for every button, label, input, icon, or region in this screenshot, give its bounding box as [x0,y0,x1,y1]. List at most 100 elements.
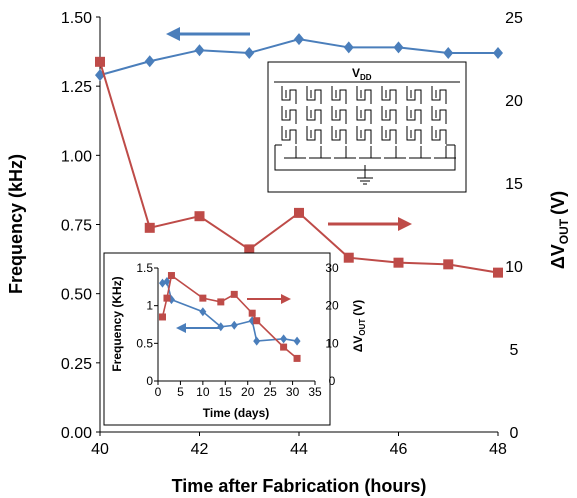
main-y-tick-label: 0.00 [61,425,92,442]
main-y2-tick-label: 10 [505,259,523,276]
inset-panel [103,252,331,426]
main-y-axis-title: Frequency (kHz) [6,154,26,294]
main-series [95,33,503,278]
main-y2-axis-title-delta: ΔV [548,244,568,269]
main-y2-tick-label: 25 [505,10,523,27]
main-y2-axis-title-sub: OUT [557,218,571,244]
main-y2-axis-title-unit: (V) [548,191,568,215]
inset-x-tick-label: 25 [263,385,277,399]
main-x-axis-title: Time after Fabrication (hours) [172,476,427,496]
transistor-symbol [281,106,297,124]
main-y2-tick-labels: 0 5 10 15 20 25 [505,10,523,442]
inset-x-tick-label: 15 [219,385,233,399]
inset-x-tick-label: 10 [196,385,210,399]
main-y-tick-label: 0.50 [61,287,92,304]
inset-y-tick-label: 0.5 [136,336,153,350]
inset-frequency-point [163,277,171,287]
main-voltage-point [194,211,205,222]
main-y2-tick-label: 15 [505,176,523,193]
inset-y2-tick-label: 30 [325,261,339,275]
transistor-symbol [281,86,297,104]
circuit-schematic: VDD [267,61,467,193]
main-y-tick-label: 1.00 [61,148,92,165]
vdd-label: VDD [352,66,372,82]
inset-frequency-point [230,320,238,330]
main-frequency-point [144,55,155,68]
main-y-tick-label: 1.50 [61,10,92,27]
inset-y2-tick-labels: 0 10 20 30 [325,261,339,388]
main-voltage-point [343,252,354,263]
main-voltage-point [95,56,105,67]
transistor-symbol [356,86,372,104]
transistor-symbol [381,86,397,104]
inset-y-axis-title: Frequency (KHz) [110,276,124,371]
transistor-symbol [331,86,347,104]
inset-voltage-arrow [247,294,291,304]
inset-x-tick-label: 0 [155,385,162,399]
main-frequency-point [443,46,454,59]
main-frequency-point [244,46,255,59]
inset-voltage-point [199,294,207,302]
main-x-tick-label: 40 [91,441,109,458]
main-y2-tick-label: 0 [510,425,519,442]
inset-x-tick-label: 5 [177,385,184,399]
main-x-tick-label: 42 [191,441,209,458]
inset-frequency-point [293,336,301,346]
inset-voltage-point [253,317,261,325]
transistor-symbol [381,126,397,144]
transistor-symbol [381,106,397,124]
inset-series [158,272,301,362]
transistor-symbol [431,86,447,104]
main-x-tick-label: 44 [290,441,308,458]
inset-x-tick-label: 30 [286,385,300,399]
main-y-tick-label: 1.25 [61,79,92,96]
transistor-symbol [431,126,447,144]
inset-frequency-arrow [176,323,222,333]
inset-frequency-point [217,322,225,332]
main-voltage-point [393,257,404,268]
main-frequency-point [393,41,404,54]
main-frequency-point [194,44,205,57]
main-frequency-point [343,41,354,54]
ground-symbol [357,165,373,185]
main-frequency-point [493,46,503,59]
transistor-symbol [281,126,297,144]
inset-x-tick-label: 20 [241,385,255,399]
inset-frequency-point [199,307,207,317]
inset-y2-tick-label: 10 [325,336,339,350]
inset-voltage-point [248,309,256,317]
inset-y-tick-labels: 0 0.5 1 1.5 [136,261,158,388]
transistor-symbol [356,106,372,124]
inset-x-tick-label: 35 [308,385,322,399]
main-y2-tick-label: 5 [510,342,519,359]
frequency-axis-arrow [166,27,250,41]
transistor-symbol [331,126,347,144]
inset-series-right-line [161,274,298,360]
transistor-symbol [356,126,372,144]
main-voltage-point [244,244,255,255]
transistor-symbol [306,126,322,144]
transistor-symbol [431,106,447,124]
inset-voltage-point [158,313,166,321]
main-voltage-point [443,259,454,270]
inset-y-tick-label: 0 [146,374,153,388]
inset-y2-axis-title: ΔVOUT(V) [351,300,367,353]
inset-frequency-point [280,334,288,344]
inset-y2-tick-label: 20 [325,299,339,313]
inset-plot: 0 5 10 15 20 25 30 35 0 0.5 1 1.5 0 10 20 30 Time (da… [103,252,367,426]
main-y-tick-labels: 0.00 0.25 0.50 0.75 1.00 1.25 1.50 [61,10,100,442]
inset-y2-tick-label: 0 [329,374,336,388]
main-frequency-point [294,33,304,46]
inset-voltage-point [163,294,171,302]
inset-frequency-point [253,336,261,346]
main-voltage-point [493,267,503,278]
inverter-stages [275,86,456,159]
inset-y-tick-label: 1.5 [136,261,153,275]
inset-voltage-point [230,290,238,298]
main-voltage-point [294,207,304,218]
inset-voltage-point [280,343,288,351]
main-y2-tick-label: 20 [505,93,523,110]
inset-y-tick-label: 1 [146,299,153,313]
main-y-tick-label: 0.75 [61,218,92,235]
